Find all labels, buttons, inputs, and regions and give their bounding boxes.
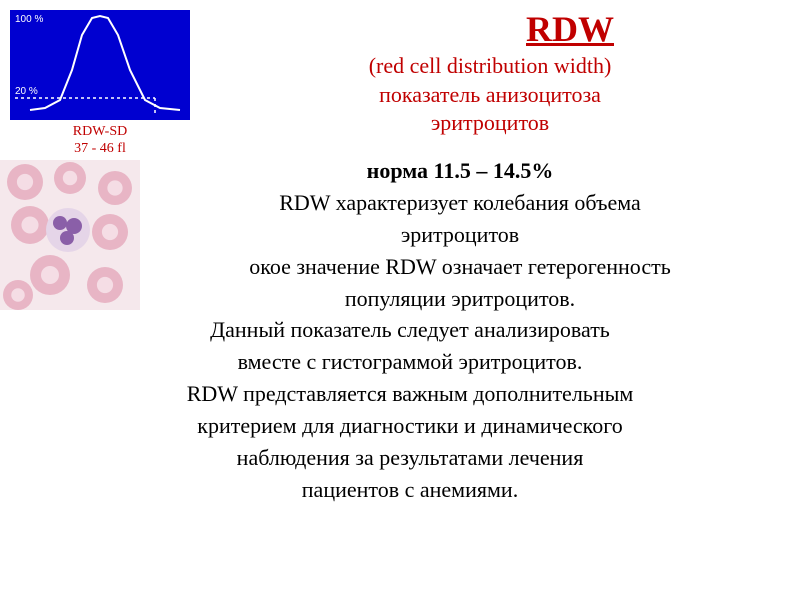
body-line: RDW характеризует колебания объема	[140, 187, 780, 219]
chart-bg	[10, 10, 190, 120]
body-text: норма 11.5 – 14.5%RDW характеризует коле…	[0, 155, 800, 506]
subtitle-line: (red cell distribution width)	[200, 52, 780, 81]
body-line: RDW представляется важным дополнительным	[20, 378, 800, 410]
y-label-100: 100 %	[15, 14, 43, 25]
body-line: Данный показатель следует анализировать	[20, 314, 800, 346]
subtitle: (red cell distribution width) показатель…	[200, 52, 780, 138]
chart-svg: 100 % 20 %	[10, 10, 190, 120]
body-line: окое значение RDW означает гетерогенност…	[140, 251, 780, 283]
subtitle-line: эритроцитов	[200, 109, 780, 138]
body-line: популяции эритроцитов.	[140, 283, 780, 315]
caption-line1: RDW-SD	[10, 124, 190, 141]
subtitle-line: показатель анизоцитоза	[200, 81, 780, 110]
body-line: вместе с гистограммой эритроцитов.	[20, 346, 800, 378]
body-line: критерием для диагностики и динамическог…	[20, 410, 800, 442]
page-title: RDW	[360, 8, 780, 50]
rdw-chart-block: 100 % 20 % RDW-SD 37 - 46 fl	[10, 10, 190, 158]
y-label-20: 20 %	[15, 86, 38, 97]
chart-caption: RDW-SD 37 - 46 fl	[10, 124, 190, 158]
body-line: наблюдения за результатами лечения	[20, 442, 800, 474]
body-line: норма 11.5 – 14.5%	[140, 155, 780, 187]
rdw-distribution-chart: 100 % 20 %	[10, 10, 190, 120]
body-line: эритроцитов	[140, 219, 780, 251]
body-line: пациентов с анемиями.	[20, 474, 800, 506]
